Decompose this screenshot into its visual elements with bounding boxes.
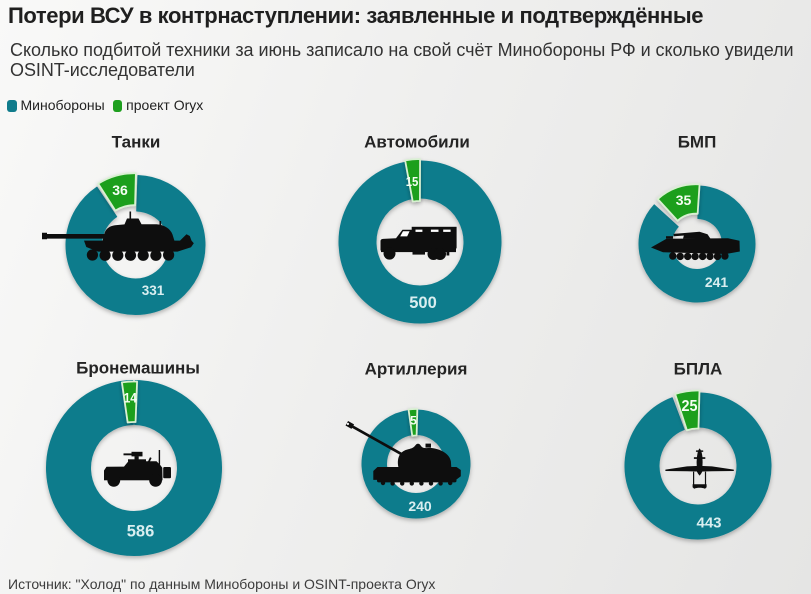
svg-text:35: 35 bbox=[676, 192, 692, 208]
svg-text:Автомобили: Автомобили bbox=[364, 133, 470, 152]
svg-text:500: 500 bbox=[409, 294, 437, 312]
svg-text:586: 586 bbox=[127, 522, 155, 540]
svg-text:Танки: Танки bbox=[112, 133, 161, 152]
svg-text:14: 14 bbox=[124, 390, 138, 405]
svg-text:331: 331 bbox=[142, 283, 165, 298]
svg-text:Артиллерия: Артиллерия bbox=[365, 360, 468, 379]
svg-text:Бронемашины: Бронемашины bbox=[76, 359, 200, 378]
svg-text:241: 241 bbox=[705, 274, 729, 290]
svg-text:240: 240 bbox=[408, 498, 432, 514]
svg-text:36: 36 bbox=[112, 182, 128, 198]
svg-text:25: 25 bbox=[682, 398, 698, 415]
svg-text:15: 15 bbox=[406, 174, 419, 189]
svg-text:БПЛА: БПЛА bbox=[674, 360, 723, 379]
svg-text:БМП: БМП bbox=[678, 133, 717, 152]
svg-text:443: 443 bbox=[696, 514, 721, 531]
svg-text:5: 5 bbox=[410, 414, 417, 428]
